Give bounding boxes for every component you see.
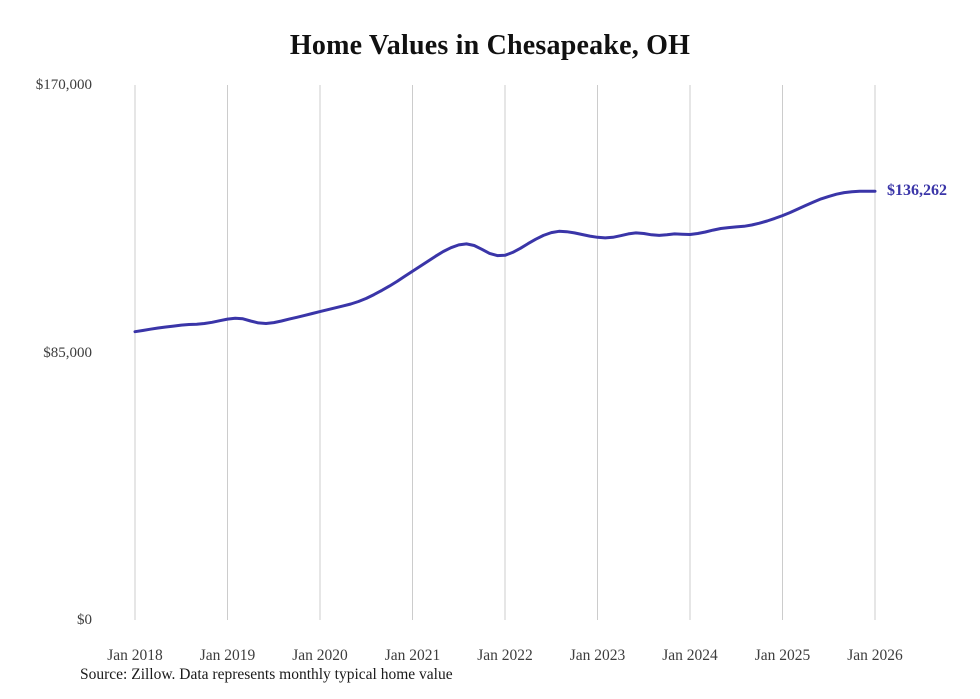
value-line bbox=[133, 189, 877, 334]
end-value-label: $136,262 bbox=[887, 182, 947, 200]
x-tick-jan-2021: Jan 2021 bbox=[384, 647, 441, 664]
x-tick-jan-2020: Jan 2020 bbox=[292, 647, 348, 664]
x-tick-jan-2019: Jan 2019 bbox=[199, 647, 256, 664]
x-tick-jan-2022: Jan 2022 bbox=[477, 647, 533, 664]
y-tick-85000: $85,000 bbox=[43, 344, 92, 361]
y-tick-0: $0 bbox=[77, 612, 92, 628]
x-tick-jan-2024: Jan 2024 bbox=[662, 647, 718, 664]
chart-title: Home Values in Chesapeake, OH bbox=[289, 30, 691, 61]
y-tick-170000: $170,000 bbox=[35, 77, 92, 93]
x-tick-jan-2023: Jan 2023 bbox=[569, 647, 626, 664]
x-tick-jan-2025: Jan 2025 bbox=[754, 647, 811, 664]
source-note: Source: Zillow. Data represents monthly … bbox=[80, 666, 453, 683]
x-tick-jan-2018: Jan 2018 bbox=[107, 647, 163, 664]
x-tick-jan-2026: Jan 2026 bbox=[847, 647, 903, 664]
